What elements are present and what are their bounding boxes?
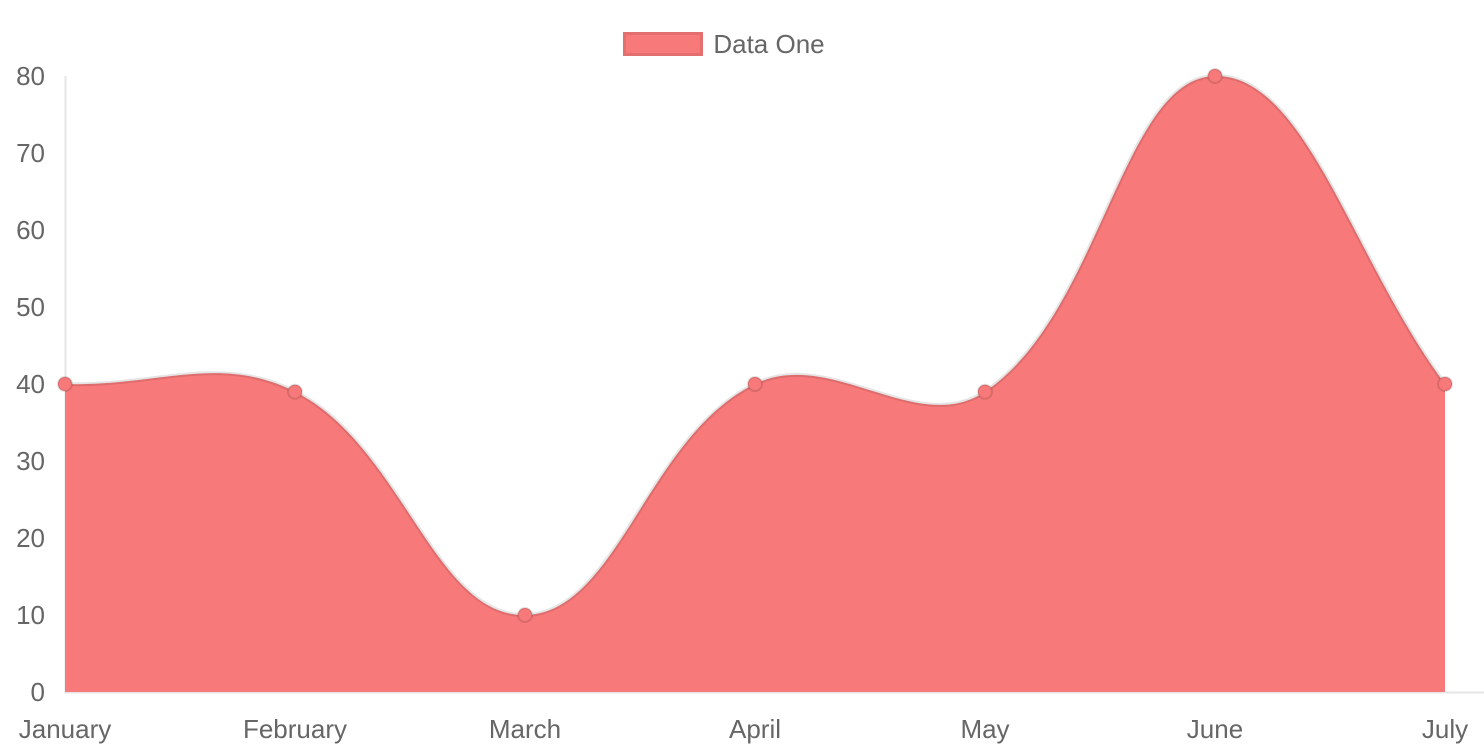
data-point-january [57,376,73,392]
legend-label: Data One [713,29,825,59]
y-tick-label: 80 [16,61,45,91]
data-point-april [747,376,763,392]
y-tick-label: 10 [16,600,45,630]
data-point-july [1437,376,1453,392]
y-tick-label: 50 [16,292,45,322]
y-tick-label: 30 [16,446,45,476]
x-tick-label: April [729,714,781,744]
y-tick-label: 40 [16,369,45,399]
x-tick-label: February [243,714,347,744]
x-tick-label: January [19,714,112,744]
chart-legend: Data One [0,29,1466,59]
legend-swatch [623,32,704,56]
y-tick-label: 60 [16,215,45,245]
data-point-may [977,383,993,400]
legend-item-data-one[interactable]: Data One [623,29,825,59]
data-point-june [1207,68,1223,84]
y-tick-label: 70 [16,138,45,168]
data-point-march [517,607,533,623]
x-tick-label: June [1187,714,1243,744]
x-tick-label: March [489,714,561,744]
x-tick-label: May [960,714,1009,744]
data-point-february [287,383,303,400]
y-tick-label: 20 [16,523,45,553]
x-tick-label: July [1422,714,1468,744]
y-tick-label: 0 [31,677,45,707]
area-fill [65,75,1445,692]
